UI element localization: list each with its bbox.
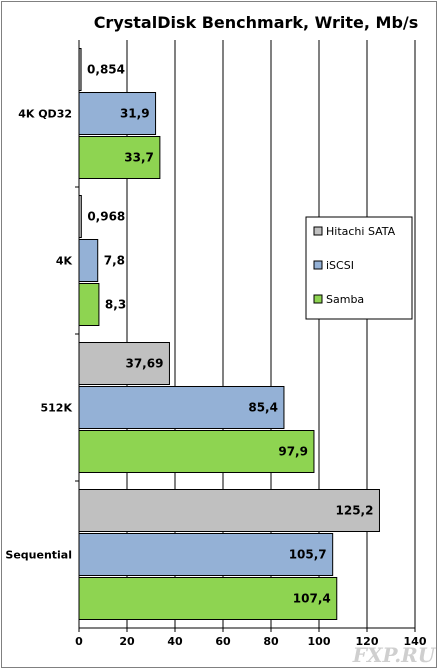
- legend-label: Hitachi SATA: [326, 225, 396, 238]
- bar: [78, 239, 99, 282]
- bar: [78, 430, 315, 473]
- data-label: 31,9: [120, 107, 150, 121]
- category-label: Sequential: [5, 549, 72, 562]
- grid-lines: [126, 40, 416, 628]
- data-label: 85,4: [248, 401, 278, 415]
- x-tick-label: 120: [356, 635, 379, 648]
- legend-swatch: [313, 226, 323, 236]
- axes-group: [75, 40, 416, 632]
- chart-title: CrystalDisk Benchmark, Write, Mb/s: [94, 13, 419, 32]
- x-tick-label: 0: [75, 635, 83, 648]
- category-label: 4K QD32: [18, 108, 72, 121]
- bars-group: [78, 48, 380, 620]
- data-label: 0,854: [87, 63, 125, 77]
- x-tick-label: 20: [119, 635, 135, 648]
- data-label: 125,2: [336, 504, 374, 518]
- x-tick-label: 60: [215, 635, 231, 648]
- x-tick-label: 40: [167, 635, 183, 648]
- data-label: 107,4: [293, 592, 331, 606]
- category-label: 512K: [41, 402, 73, 415]
- data-label: 105,7: [289, 548, 327, 562]
- legend-swatch: [313, 260, 323, 270]
- bar: [78, 489, 380, 532]
- legend-label: Samba: [326, 293, 364, 306]
- legend-swatch: [313, 294, 323, 304]
- watermark: FXP.RU: [352, 643, 436, 667]
- bar: [78, 136, 161, 179]
- bar: [78, 342, 170, 385]
- data-label: 37,69: [125, 357, 163, 371]
- data-label: 97,9: [278, 445, 308, 459]
- data-label: 33,7: [124, 151, 154, 165]
- category-labels: 4K QD32 4K 512K Sequential: [5, 108, 72, 562]
- category-label: 4K: [56, 255, 73, 268]
- x-tick-label: 80: [263, 635, 279, 648]
- legend-box: [305, 216, 413, 320]
- bar: [78, 386, 285, 429]
- bar: [78, 577, 338, 620]
- legend-label: iSCSI: [326, 259, 354, 272]
- x-tick-label: 140: [404, 635, 427, 648]
- data-label: 7,8: [104, 254, 125, 268]
- bar: [78, 92, 157, 135]
- data-label: 0,968: [87, 210, 125, 224]
- bar: [78, 533, 334, 576]
- data-label: 8,3: [105, 298, 126, 312]
- data-labels-group: 0,854 31,9 33,7 0,968 7,8 8,3 37,69 85,4 97,9 125…: [87, 63, 373, 606]
- tick-labels: 0 20 40 60 80 100 120 140: [75, 635, 427, 648]
- bar: [78, 283, 100, 326]
- x-tick-label: 100: [308, 635, 331, 648]
- legend: Hitachi SATA iSCSI Samba: [305, 216, 413, 320]
